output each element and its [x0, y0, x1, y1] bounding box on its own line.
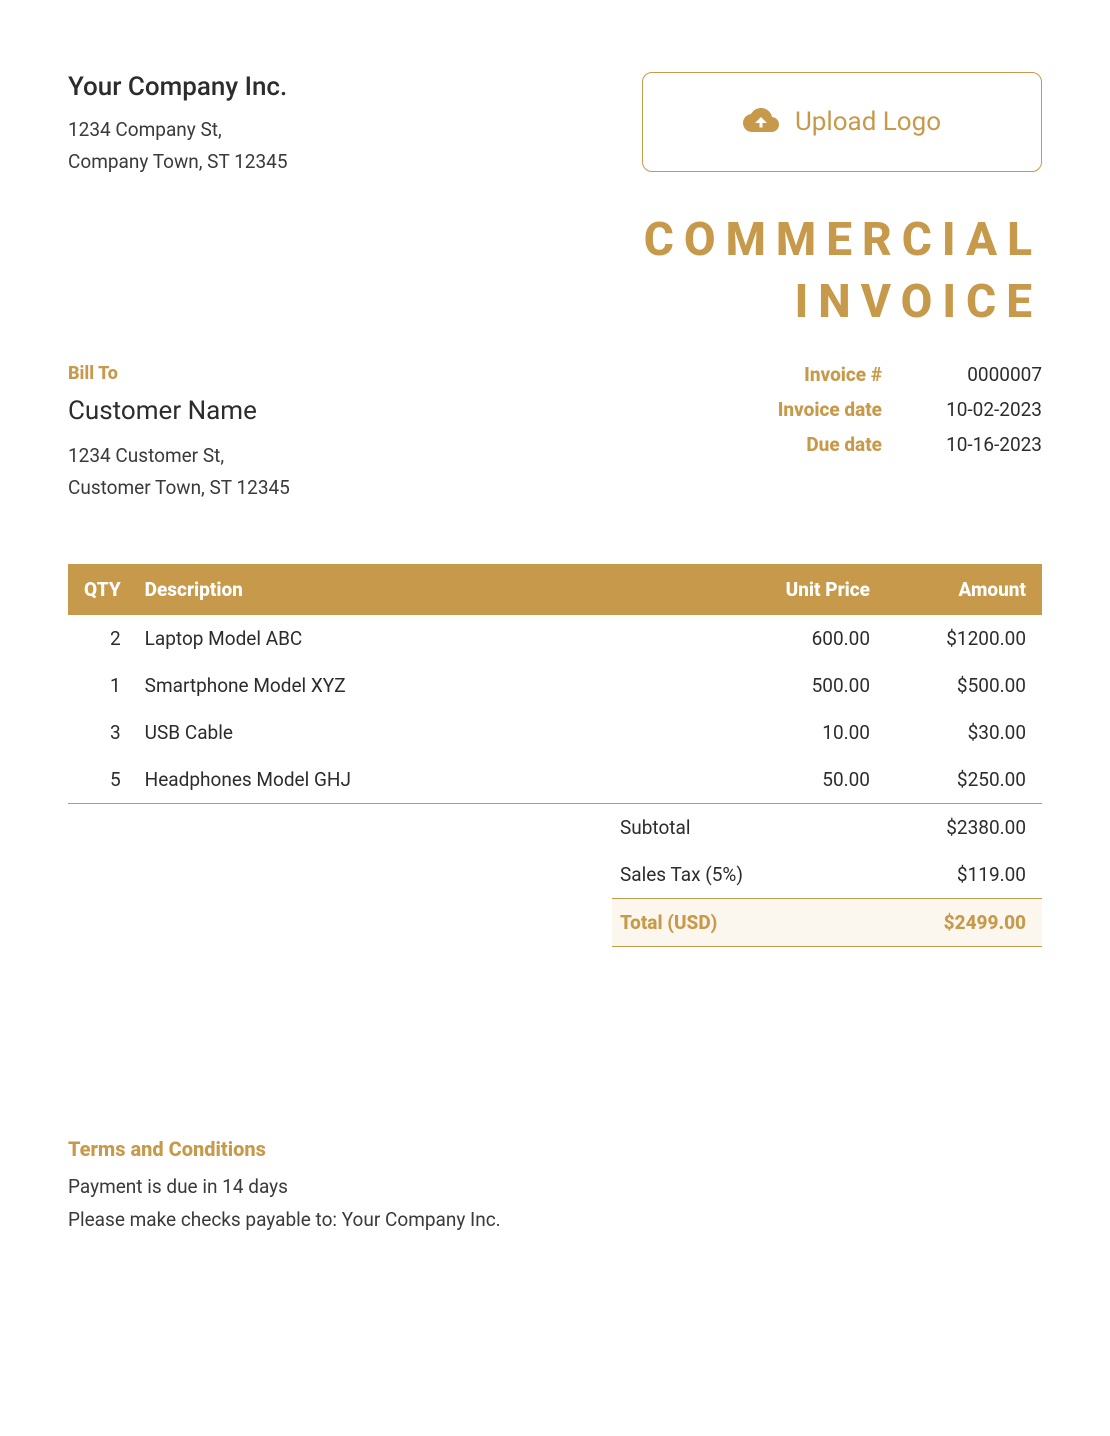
cell-qty: 1: [68, 662, 133, 709]
cell-description: USB Cable: [133, 709, 722, 756]
bill-to-label: Bill To: [68, 363, 290, 384]
meta-invoice-number-row: Invoice # 0000007: [742, 363, 1042, 386]
cell-amount: $1200.00: [882, 615, 1042, 662]
subtotal-row: Subtotal $2380.00: [612, 804, 1042, 851]
upload-logo-button[interactable]: Upload Logo: [642, 72, 1042, 172]
company-name: Your Company Inc.: [68, 72, 642, 102]
tax-label: Sales Tax (5%): [620, 863, 743, 886]
meta-due-date-row: Due date 10-16-2023: [742, 433, 1042, 456]
customer-address-line1: 1234 Customer St,: [68, 440, 290, 472]
cell-description: Laptop Model ABC: [133, 615, 722, 662]
cell-description: Headphones Model GHJ: [133, 756, 722, 804]
terms-title: Terms and Conditions: [68, 1137, 1042, 1161]
bill-to-block: Bill To Customer Name 1234 Customer St, …: [68, 363, 290, 505]
invoice-date-label: Invoice date: [742, 398, 882, 421]
terms-line-1: Payment is due in 14 days: [68, 1175, 1042, 1198]
cell-amount: $500.00: [882, 662, 1042, 709]
table-row: 1 Smartphone Model XYZ 500.00 $500.00: [68, 662, 1042, 709]
cell-amount: $30.00: [882, 709, 1042, 756]
meta-invoice-date-row: Invoice date 10-02-2023: [742, 398, 1042, 421]
mid-row: Bill To Customer Name 1234 Customer St, …: [68, 363, 1042, 505]
subtotal-value: $2380.00: [946, 816, 1026, 839]
line-items-table: QTY Description Unit Price Amount 2 Lapt…: [68, 564, 1042, 804]
company-address: 1234 Company St, Company Town, ST 12345: [68, 114, 642, 179]
subtotal-label: Subtotal: [620, 816, 690, 839]
col-qty: QTY: [68, 564, 133, 615]
upload-logo-label: Upload Logo: [795, 107, 941, 137]
table-row: 5 Headphones Model GHJ 50.00 $250.00: [68, 756, 1042, 804]
table-row: 3 USB Cable 10.00 $30.00: [68, 709, 1042, 756]
cell-unit-price: 500.00: [722, 662, 882, 709]
customer-address: 1234 Customer St, Customer Town, ST 1234…: [68, 440, 290, 505]
document-title-line1: COMMERCIAL: [68, 209, 1042, 271]
cell-description: Smartphone Model XYZ: [133, 662, 722, 709]
customer-name: Customer Name: [68, 396, 290, 426]
company-block: Your Company Inc. 1234 Company St, Compa…: [68, 72, 642, 179]
invoice-number-value: 0000007: [922, 363, 1042, 386]
header-row: Your Company Inc. 1234 Company St, Compa…: [68, 72, 1042, 179]
terms-block: Terms and Conditions Payment is due in 1…: [68, 1137, 1042, 1231]
company-address-line1: 1234 Company St,: [68, 114, 642, 146]
col-amount: Amount: [882, 564, 1042, 615]
customer-address-line2: Customer Town, ST 12345: [68, 472, 290, 504]
invoice-meta: Invoice # 0000007 Invoice date 10-02-202…: [742, 363, 1042, 468]
total-row: Total (USD) $2499.00: [612, 899, 1042, 947]
table-row: 2 Laptop Model ABC 600.00 $1200.00: [68, 615, 1042, 662]
invoice-number-label: Invoice #: [742, 363, 882, 386]
terms-line-2: Please make checks payable to: Your Comp…: [68, 1208, 1042, 1231]
due-date-value: 10-16-2023: [922, 433, 1042, 456]
cell-unit-price: 50.00: [722, 756, 882, 804]
document-title-line2: INVOICE: [68, 271, 1042, 333]
col-unit-price: Unit Price: [722, 564, 882, 615]
cell-qty: 3: [68, 709, 133, 756]
tax-row: Sales Tax (5%) $119.00: [612, 851, 1042, 899]
total-value: $2499.00: [944, 911, 1026, 934]
cell-unit-price: 10.00: [722, 709, 882, 756]
tax-value: $119.00: [957, 863, 1026, 886]
document-title: COMMERCIAL INVOICE: [68, 209, 1042, 333]
cell-amount: $250.00: [882, 756, 1042, 804]
totals-block: Subtotal $2380.00 Sales Tax (5%) $119.00…: [612, 804, 1042, 947]
company-address-line2: Company Town, ST 12345: [68, 146, 642, 178]
invoice-date-value: 10-02-2023: [922, 398, 1042, 421]
cell-qty: 2: [68, 615, 133, 662]
due-date-label: Due date: [742, 433, 882, 456]
cell-unit-price: 600.00: [722, 615, 882, 662]
col-description: Description: [133, 564, 722, 615]
cell-qty: 5: [68, 756, 133, 804]
table-header-row: QTY Description Unit Price Amount: [68, 564, 1042, 615]
total-label: Total (USD): [620, 911, 717, 934]
cloud-upload-icon: [743, 105, 779, 139]
